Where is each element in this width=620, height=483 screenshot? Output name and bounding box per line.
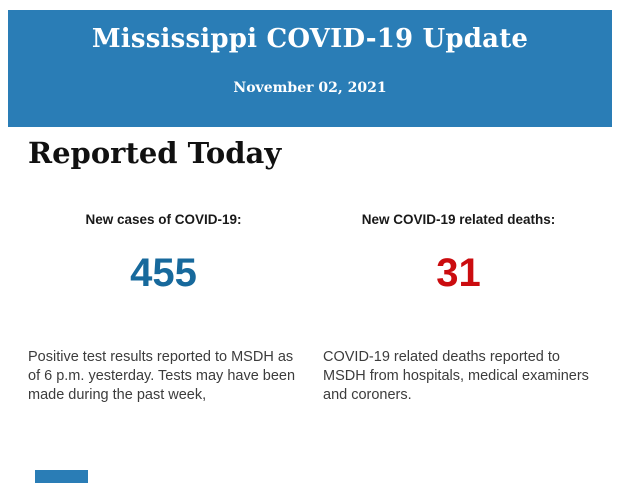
header-date: November 02, 2021 (233, 80, 387, 96)
new-deaths-value: 31 (436, 251, 481, 295)
new-cases-value: 455 (130, 251, 197, 295)
new-cases-description: Positive test results reported to MSDH a… (28, 349, 296, 403)
next-section-banner-sliver (35, 470, 88, 483)
stat-new-cases: New cases of COVID-19: 455 Positive test… (28, 212, 299, 405)
new-deaths-description: COVID-19 related deaths reported to MSDH… (323, 349, 589, 403)
new-deaths-label: New COVID-19 related deaths: (361, 212, 556, 227)
section-heading: Reported Today (28, 136, 282, 170)
page-title: Mississippi COVID-19 Update (91, 24, 529, 54)
new-cases-label: New cases of COVID-19: (85, 212, 242, 227)
header-banner: Mississippi COVID-19 Update November 02,… (8, 10, 612, 127)
stats-row: New cases of COVID-19: 455 Positive test… (28, 212, 594, 405)
stat-new-deaths: New COVID-19 related deaths: 31 COVID-19… (323, 212, 594, 405)
